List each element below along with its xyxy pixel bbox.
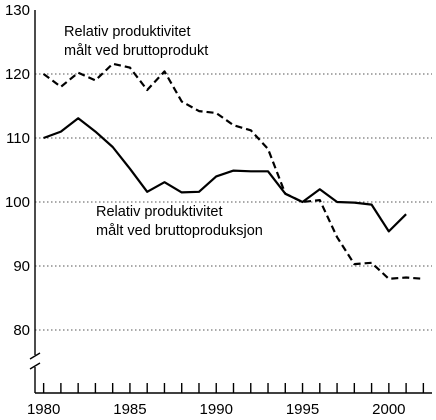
x-tick-label: 1985 — [113, 401, 146, 418]
y-tick-label: 90 — [13, 258, 30, 275]
annotation-solid-line1: Relativ produktivitet — [96, 204, 223, 220]
y-tick-label: 80 — [13, 322, 30, 339]
axis-break-mark — [29, 352, 41, 360]
axis-break-mark — [29, 362, 41, 370]
annotation-solid-line2: målt ved bruttoproduksjon — [96, 223, 263, 239]
series-line-bruttoproduksjon — [43, 117, 407, 233]
x-tick-label: 1990 — [200, 401, 233, 418]
annotation-dashed-line2: målt ved bruttoprodukt — [64, 43, 208, 59]
axes — [29, 10, 432, 394]
tick-labels: 80 90 100 110 120 130 1980 1985 1990 1995 2000 — [5, 2, 406, 418]
annotation-dashed-line1: Relativ produktivitet — [64, 24, 191, 40]
annotations: Relativ produktivitet målt ved bruttopro… — [64, 24, 263, 239]
gridlines — [35, 73, 432, 331]
x-tick-label: 1995 — [286, 401, 319, 418]
x-tick-label: 2000 — [372, 401, 405, 418]
y-tick-label: 110 — [6, 130, 30, 147]
y-tick-label: 100 — [5, 194, 30, 211]
x-tick-label: 1980 — [27, 401, 60, 418]
series-line-bruttoprodukt — [42, 62, 424, 280]
series — [42, 62, 424, 280]
y-tick-label: 130 — [5, 2, 30, 19]
y-tick-label: 120 — [5, 66, 30, 83]
